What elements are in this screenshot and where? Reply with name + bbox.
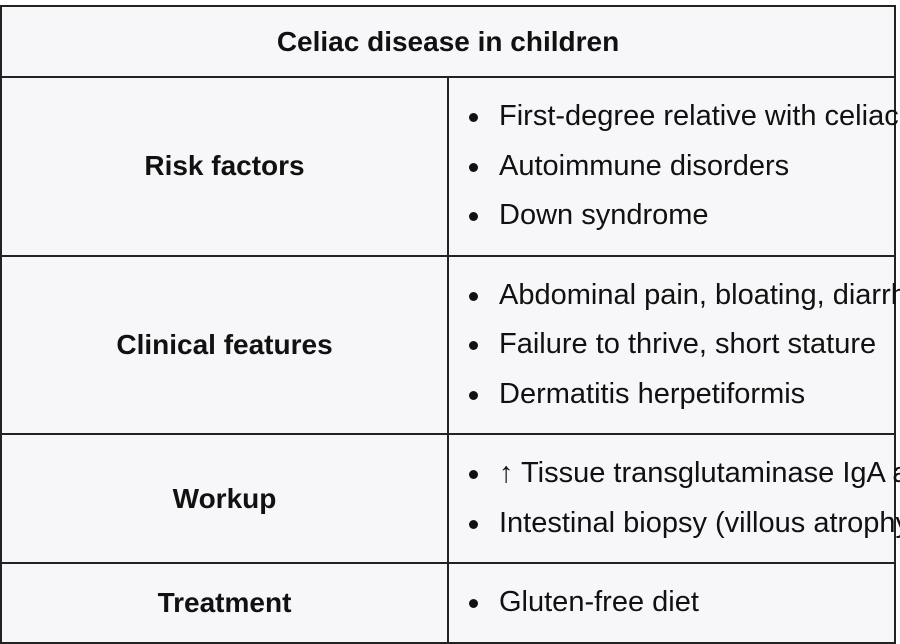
row-content-treatment: Gluten-free diet — [447, 562, 896, 644]
list-item: Autoimmune disorders — [469, 142, 894, 192]
table-row-workup: Workup ↑ Tissue transglutaminase IgA ant… — [0, 433, 900, 564]
list-item: Down syndrome — [469, 191, 894, 241]
table-row-risk-factors: Risk factors First-degree relative with … — [0, 76, 900, 257]
table-row-clinical-features: Clinical features Abdominal pain, bloati… — [0, 254, 900, 435]
row-content-workup: ↑ Tissue transglutaminase IgA antibody I… — [447, 433, 900, 564]
bullet-list: Gluten-free diet — [449, 564, 894, 642]
bullet-list: First-degree relative with celiac diseas… — [449, 78, 900, 255]
summary-table-container: Celiac disease in children Risk factors … — [0, 5, 900, 644]
table-title: Celiac disease in children — [0, 5, 896, 78]
list-item: Intestinal biopsy (villous atrophy) — [469, 499, 900, 549]
row-content-risk-factors: First-degree relative with celiac diseas… — [447, 76, 900, 257]
row-content-clinical-features: Abdominal pain, bloating, diarrhea Failu… — [447, 254, 900, 435]
bullet-list: Abdominal pain, bloating, diarrhea Failu… — [449, 257, 900, 434]
row-label-clinical-features: Clinical features — [0, 254, 449, 435]
bullet-list: ↑ Tissue transglutaminase IgA antibody I… — [449, 435, 900, 562]
row-label-workup: Workup — [0, 433, 449, 564]
table-row-treatment: Treatment Gluten-free diet — [0, 562, 896, 644]
row-label-risk-factors: Risk factors — [0, 76, 449, 257]
list-item: Failure to thrive, short stature — [469, 320, 894, 370]
list-item: ↑ Tissue transglutaminase IgA antibody — [469, 449, 900, 499]
celiac-summary-table: Celiac disease in children Risk factors … — [0, 5, 900, 644]
list-item: Abdominal pain, bloating, diarrhea — [469, 271, 900, 321]
list-item: First-degree relative with celiac diseas… — [469, 92, 900, 142]
list-item: Gluten-free diet — [469, 578, 894, 628]
list-item: Dermatitis herpetiformis — [469, 370, 894, 420]
row-label-treatment: Treatment — [0, 562, 449, 644]
table-title-row: Celiac disease in children — [0, 5, 896, 78]
